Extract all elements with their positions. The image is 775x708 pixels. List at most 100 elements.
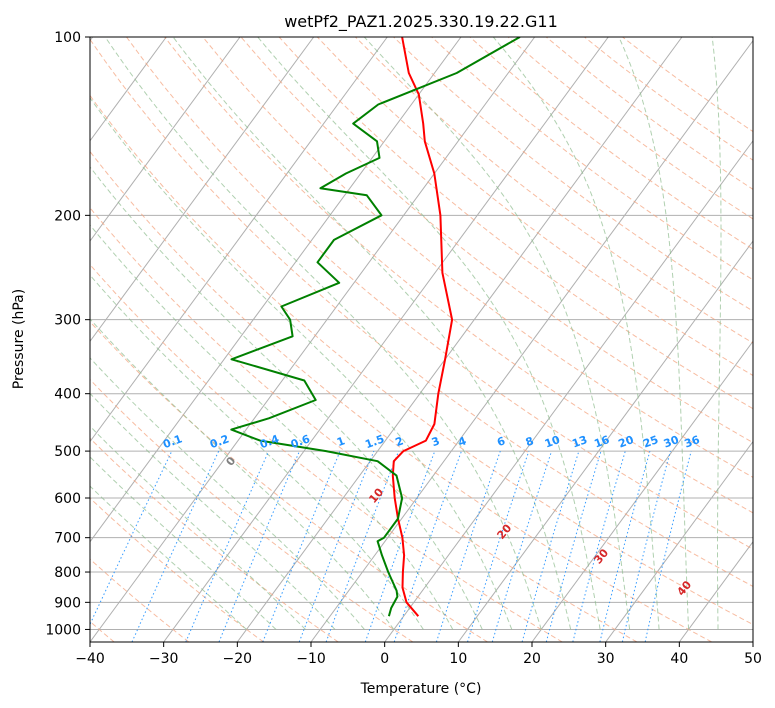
mixing-ratio-line (599, 450, 651, 642)
dry-adiabat-line (202, 37, 753, 478)
profile-lines (230, 37, 521, 617)
mixing-ratio-label: 8 (524, 434, 536, 449)
moist-adiabat-line (492, 37, 660, 630)
mixing-ratio-label: 20 (617, 433, 636, 451)
mixing-ratio-line (467, 450, 530, 642)
moist-adiabat-line (618, 37, 690, 630)
y-tick-label: 1000 (45, 622, 81, 638)
plot-frame (89, 36, 754, 643)
x-axis-label: Temperature (°C) (360, 681, 482, 697)
x-tick-label: 10 (449, 651, 467, 667)
moist-adiabat-line (90, 392, 336, 630)
mixing-ratio-label: 4 (456, 434, 468, 449)
isotherm-line (163, 37, 609, 642)
y-tick-label: 700 (54, 531, 81, 547)
mixing-ratio-line (545, 450, 602, 642)
isotherm-line (531, 340, 753, 642)
isotherm-line (236, 37, 683, 642)
mixing-ratio-label: 30 (662, 433, 681, 451)
mixing-ratio-line (621, 450, 671, 642)
y-tick-label: 900 (54, 595, 81, 611)
mixing-ratio-label: 16 (592, 433, 611, 451)
line-labels: 0.1 0.2 0.4 0.6 1 1.5 2 3 4 6 8 10 13 16 20 25 30 3601020… (161, 432, 701, 598)
dewpoint-profile-line (230, 37, 521, 617)
mixing-ratio-label: 0.2 (208, 432, 231, 451)
isotherm-line (90, 37, 167, 142)
moist-adiabat-line (90, 357, 365, 630)
mixing-ratio-line (393, 450, 462, 642)
mixing-ratio-line (491, 450, 553, 642)
y-tick-label: 800 (54, 565, 81, 581)
x-tick-label: 0 (380, 651, 389, 667)
dry-adiabat-line (90, 263, 563, 642)
moist-adiabat-line (363, 37, 631, 630)
dry-adiabat-line (90, 558, 190, 642)
moist-adiabat-line (711, 37, 722, 630)
mixing-ratio-line (298, 450, 375, 642)
dry-adiabat-line (126, 37, 753, 550)
x-tick-label: 50 (744, 651, 762, 667)
y-tick-label: 200 (54, 208, 81, 224)
mixing-ratio-line (572, 450, 626, 642)
mixing-ratio-label: 13 (570, 433, 589, 450)
mixing-ratio-label: 25 (641, 433, 660, 450)
mixing-ratio-label: 10 (543, 433, 562, 451)
mixing-ratio-line (185, 450, 270, 642)
x-tick-label: −10 (296, 651, 326, 667)
dry-adiabat-line (90, 38, 753, 587)
x-tick-label: −40 (75, 651, 105, 667)
isotherm-line (90, 37, 536, 642)
moist-adiabat-line (90, 224, 454, 630)
isotherm-line (457, 240, 753, 642)
mixing-ratio-label: 1 (335, 434, 347, 449)
y-tick-label: 400 (54, 387, 81, 403)
mixing-ratio-label: 0.4 (258, 432, 281, 451)
isotherm-line (90, 37, 315, 343)
y-tick-label: 100 (54, 30, 81, 46)
y-axis-label: Pressure (hPa) (11, 289, 27, 389)
mixing-ratio-line (521, 450, 580, 642)
chart-title: wetPf2_PAZ1.2025.330.19.22.G11 (284, 12, 558, 32)
mixing-ratio-label: 2 (394, 434, 406, 449)
moist-adiabat-line (172, 37, 572, 630)
x-tick-label: 20 (523, 651, 541, 667)
moist-adiabat-line (104, 37, 542, 630)
mixing-ratio-line (435, 450, 501, 642)
mixing-ratio-label: 0.6 (289, 432, 312, 451)
isotherm-line (605, 440, 753, 642)
isotherm-line (310, 39, 753, 642)
mixing-ratio-label: 6 (495, 434, 507, 449)
axis-ticks: −40 −30 −20 −10 0 10 20 30 40 5010020030040050060… (45, 30, 762, 667)
x-tick-label: 30 (597, 651, 615, 667)
moist-adiabat-line (257, 37, 601, 630)
mixing-ratio-line (364, 450, 436, 642)
isotherm-line (384, 139, 753, 642)
moist-adiabat-line (90, 274, 424, 630)
mixing-ratio-line (644, 450, 692, 642)
isotherm-line (90, 37, 241, 242)
mixing-ratio-line (262, 450, 341, 642)
dry-adiabat-line (278, 37, 753, 410)
x-tick-label: 40 (670, 651, 688, 667)
moist-adiabat-line (90, 318, 395, 630)
dry-adiabat-line (90, 150, 712, 642)
y-tick-label: 300 (54, 313, 81, 329)
x-tick-label: −20 (223, 651, 253, 667)
temperature-profile-line (391, 37, 454, 617)
mixing-ratio-line (325, 450, 400, 642)
moist-adiabat-line (90, 456, 277, 630)
isotherm-line (90, 37, 388, 443)
mixing-ratio-line (218, 450, 300, 642)
dry-adiabat-line (164, 37, 753, 514)
dry-adiabat-line (90, 378, 414, 642)
y-tick-label: 500 (54, 444, 81, 460)
mixing-ratio-label: 1.5 (363, 432, 386, 451)
y-tick-label: 600 (54, 491, 81, 507)
mixing-ratio-label: 3 (430, 434, 442, 449)
dry-adiabat-line (90, 94, 753, 626)
dry-adiabat-line (316, 37, 753, 377)
moist-adiabat-line (90, 425, 306, 630)
mixing-ratio-label: 36 (683, 433, 702, 451)
x-tick-label: −30 (149, 651, 179, 667)
